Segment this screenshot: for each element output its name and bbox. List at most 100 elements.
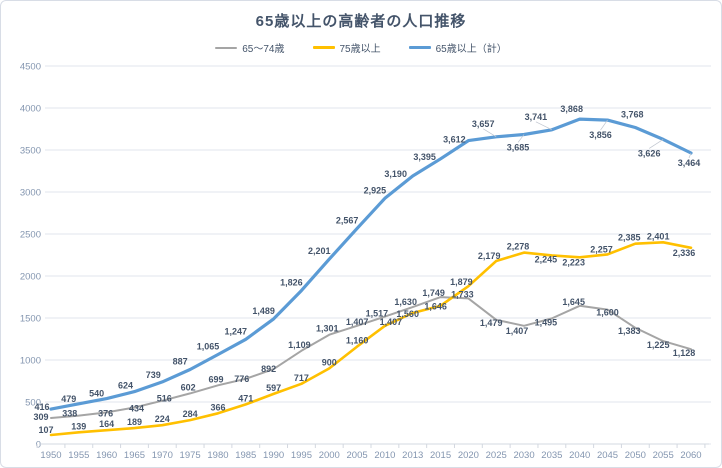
label-leader-line — [535, 121, 553, 131]
y-axis-label: 3500 — [20, 146, 41, 157]
y-axis-label: 3000 — [20, 188, 41, 199]
label-leader-line — [600, 119, 608, 131]
data-labels-65-74-label: 1,517 — [366, 309, 389, 319]
data-labels-75-plus-label: 2,336 — [673, 248, 696, 258]
x-axis-label: 2035 — [541, 450, 562, 461]
legend-item-65-plus-total: 65歳以上（計） — [408, 40, 507, 55]
data-labels-65-plus-total-label: 739 — [146, 370, 161, 380]
y-axis-label: 2500 — [20, 230, 41, 241]
data-labels-65-74-label: 1,301 — [316, 324, 339, 334]
data-labels-65-74-label: 1,495 — [535, 317, 558, 327]
legend-swatch-75-plus — [312, 46, 335, 49]
legend-label-65-plus-total: 65歳以上（計） — [435, 44, 507, 55]
y-axis-label: 4500 — [20, 62, 41, 73]
x-axis-label: 1955 — [68, 450, 89, 461]
label-leader-line — [688, 152, 692, 159]
data-labels-65-74-label: 1,749 — [422, 288, 445, 298]
label-leader-line — [483, 128, 497, 138]
data-labels-65-74-label: 376 — [98, 408, 113, 418]
data-labels-65-74-label: 892 — [261, 364, 276, 374]
x-axis-label: 2040 — [569, 450, 590, 461]
x-axis-label: 1960 — [96, 450, 117, 461]
x-axis-label: 1995 — [291, 450, 312, 461]
data-labels-75-plus-label: 2,385 — [618, 233, 641, 243]
data-labels-65-plus-total-label: 3,190 — [384, 169, 407, 179]
data-labels-65-74-label: 434 — [129, 404, 144, 414]
data-labels-75-plus-label: 2,223 — [562, 257, 585, 267]
data-labels-65-plus-total-label: 1,065 — [197, 342, 220, 352]
x-axis-label: 2013 — [402, 450, 423, 461]
x-axis-label: 2000 — [319, 450, 340, 461]
data-labels-75-plus-label: 224 — [155, 414, 170, 424]
data-labels-65-plus-total-label: 624 — [118, 381, 133, 391]
x-axis-label: 1980 — [207, 450, 228, 461]
data-labels-65-74-label: 1,733 — [451, 289, 474, 299]
data-labels-65-74-label: 1,645 — [562, 297, 585, 307]
data-labels-65-74-label: 1,479 — [480, 318, 503, 328]
data-labels-65-plus-total-label: 1,247 — [225, 326, 248, 336]
x-axis-label: 2025 — [486, 450, 507, 461]
data-labels-75-plus-label: 366 — [210, 402, 225, 412]
x-axis-label: 2030 — [513, 450, 534, 461]
data-labels-65-74-label: 1,407 — [506, 326, 529, 336]
data-labels-75-plus-label: 1,160 — [346, 336, 369, 346]
data-labels-65-plus-total-label: 540 — [89, 389, 104, 399]
line-65-plus-total — [49, 117, 693, 411]
data-labels-65-plus-total-label: 3,768 — [621, 110, 644, 120]
data-labels-75-plus-label: 2,401 — [647, 231, 670, 241]
legend-label-75-plus: 75歳以上 — [339, 44, 381, 55]
data-labels-65-plus-total-label: 3,856 — [589, 130, 612, 140]
data-labels-75-plus-label: 107 — [38, 425, 53, 435]
data-labels-75-plus-label: 284 — [183, 409, 198, 419]
legend-swatch-65-plus-total — [408, 46, 431, 49]
x-axis-label: 2015 — [430, 450, 451, 461]
data-labels-65-74-label: 1,128 — [673, 348, 696, 358]
x-axis-label: 2055 — [653, 450, 674, 461]
data-labels-65-74-label: 1,383 — [618, 326, 641, 336]
data-labels-75-plus-label: 2,278 — [507, 242, 530, 252]
data-labels-65-plus-total-label: 416 — [34, 402, 49, 412]
data-labels-75-plus-label: 164 — [99, 419, 114, 429]
data-labels-65-74-label: 309 — [33, 412, 48, 422]
y-axis-label: 0 — [36, 440, 41, 451]
data-labels-65-plus-total-label: 3,685 — [507, 143, 530, 153]
data-labels-75-plus-label: 2,257 — [590, 244, 613, 254]
data-labels-65-plus-total-label: 1,489 — [252, 306, 275, 316]
data-labels-65-plus-total-label: 3,626 — [638, 148, 661, 158]
legend: 65〜74歳 75歳以上 65歳以上（計） — [1, 40, 721, 55]
data-labels-65-plus-total-label: 2,925 — [364, 185, 387, 195]
data-labels-75-plus-label: 2,179 — [478, 251, 501, 261]
line-75-plus — [49, 241, 693, 437]
data-labels-75-plus-label: 189 — [127, 417, 142, 427]
data-labels-65-74-label: 338 — [62, 409, 77, 419]
data-labels-65-74-label: 1,407 — [346, 317, 369, 327]
data-labels-65-74-label: 776 — [234, 374, 249, 384]
y-axis-label: 1000 — [20, 356, 41, 367]
data-labels-75-plus-label: 471 — [238, 393, 253, 403]
data-labels-65-plus-total-label: 1,826 — [280, 278, 303, 288]
legend-item-65-74: 65〜74歳 — [215, 40, 285, 55]
data-labels-65-plus-total-label: 3,612 — [443, 135, 466, 145]
data-labels-65-plus-total-label: 3,464 — [678, 158, 701, 168]
x-axis-label: 2010 — [374, 450, 395, 461]
data-labels-65-plus-total-label: 3,741 — [525, 112, 548, 122]
legend-label-65-74: 65〜74歳 — [242, 44, 285, 55]
data-labels-75-plus-label: 900 — [322, 357, 337, 367]
data-labels-65-74-label: 1,630 — [394, 297, 417, 307]
data-labels-75-plus-label: 2,245 — [535, 254, 558, 264]
data-labels-75-plus-label: 1,646 — [424, 302, 447, 312]
x-axis-label: 2050 — [625, 450, 646, 461]
x-axis-label: 2060 — [680, 450, 701, 461]
line-65-74 — [50, 296, 692, 419]
label-leader-line — [648, 139, 664, 149]
data-labels-65-74-label: 1,225 — [647, 340, 670, 350]
y-axis-label: 4000 — [20, 104, 41, 115]
data-labels-75-plus-label: 1,560 — [396, 309, 419, 319]
chart-title: 65歳以上の高齢者の人口推移 — [255, 13, 467, 30]
y-axis-label: 2000 — [20, 272, 41, 283]
data-labels-75-plus-label: 1,879 — [450, 277, 473, 287]
legend-swatch-65-74 — [215, 46, 238, 49]
data-labels-65-74-label: 1,600 — [596, 308, 619, 318]
